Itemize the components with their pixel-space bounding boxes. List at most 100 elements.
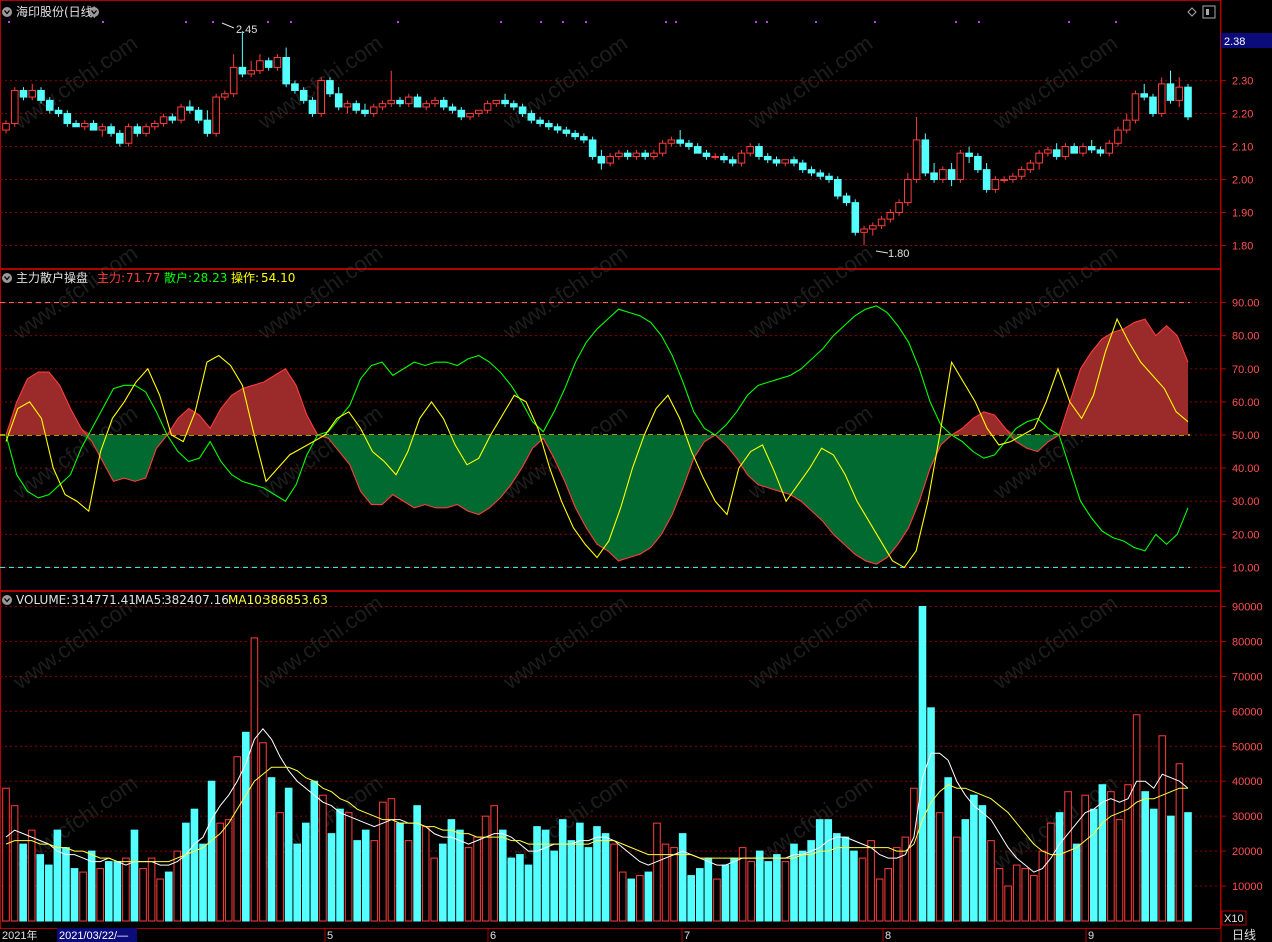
settings-dropdown-icon[interactable] bbox=[89, 7, 99, 17]
candle-body bbox=[1140, 93, 1149, 98]
x-month-9: 9 bbox=[1088, 930, 1094, 942]
candle-body bbox=[615, 152, 623, 157]
current-price: 2.38 bbox=[1224, 36, 1245, 48]
candle-body bbox=[142, 126, 150, 134]
volume-bar bbox=[156, 878, 164, 922]
candle-body bbox=[553, 126, 562, 131]
candle-body bbox=[107, 126, 115, 134]
indicator-y-tick-label: 50.00 bbox=[1232, 430, 1260, 442]
volume-bar bbox=[704, 857, 713, 922]
volume-y-tick-label: 30000 bbox=[1232, 811, 1263, 823]
candle-body bbox=[378, 103, 387, 108]
volume-bar bbox=[45, 864, 53, 922]
candle-body bbox=[299, 89, 308, 101]
zhuli-value: 71.77 bbox=[126, 271, 160, 285]
candle-body bbox=[177, 106, 185, 121]
candle-body bbox=[334, 93, 343, 108]
price-candles[interactable] bbox=[2, 21, 1192, 254]
candle-body bbox=[702, 152, 711, 157]
volume-bar bbox=[815, 819, 824, 922]
volume-bar bbox=[781, 861, 790, 922]
volume-bar bbox=[1004, 885, 1012, 922]
volume-bar bbox=[867, 840, 875, 922]
volume-bar bbox=[653, 822, 661, 922]
stock-title: 海印股份(日线) bbox=[16, 4, 97, 19]
volume-bar bbox=[593, 826, 601, 922]
candle-body bbox=[545, 122, 553, 128]
candle-body bbox=[1105, 142, 1114, 154]
candle-body bbox=[37, 89, 45, 101]
caozuo-value: 54.10 bbox=[261, 271, 295, 285]
event-dot bbox=[755, 21, 757, 23]
candle-body bbox=[264, 60, 273, 68]
candle-body bbox=[1000, 179, 1008, 182]
high-marker-arrow bbox=[221, 22, 235, 29]
maximize-icon[interactable] bbox=[1202, 5, 1216, 19]
volume-y-tick-label: 10000 bbox=[1232, 881, 1263, 893]
volume-bar bbox=[130, 829, 139, 922]
volume-y-tick-label: 40000 bbox=[1232, 776, 1263, 788]
volume-y-tick-label: 50000 bbox=[1232, 741, 1263, 753]
candle-body bbox=[404, 96, 413, 105]
event-dot bbox=[874, 21, 876, 23]
indicator-collapse-icon[interactable] bbox=[2, 273, 12, 283]
period-tab[interactable]: 日线 bbox=[1232, 928, 1256, 942]
volume-bar bbox=[1089, 808, 1098, 922]
event-dot bbox=[585, 21, 587, 23]
indicator-y-tick-label: 20.00 bbox=[1232, 529, 1260, 541]
candle-body bbox=[536, 119, 544, 124]
candle-body bbox=[658, 142, 667, 154]
candle-body bbox=[606, 155, 614, 164]
event-dot bbox=[1068, 21, 1070, 23]
event-dot bbox=[212, 21, 214, 23]
candle-body bbox=[256, 60, 264, 72]
candle-body bbox=[1096, 149, 1105, 154]
volume-bar bbox=[233, 756, 242, 922]
volume-bar bbox=[944, 777, 952, 922]
volume-bar bbox=[533, 826, 541, 922]
volume-bar bbox=[1012, 864, 1021, 922]
volume-bar bbox=[524, 864, 533, 922]
candle-body bbox=[728, 159, 737, 164]
volume-bar bbox=[379, 801, 387, 922]
candle-body bbox=[28, 89, 37, 98]
candle-body bbox=[501, 99, 509, 105]
candle-body bbox=[273, 56, 282, 68]
volume-bar bbox=[1115, 819, 1124, 922]
indicator-plot[interactable] bbox=[0, 301, 1190, 569]
candle-body bbox=[588, 139, 597, 157]
price-header: 海印股份(日线) bbox=[2, 4, 1216, 19]
event-dot bbox=[1115, 21, 1117, 23]
volume-bar bbox=[147, 857, 156, 922]
candle-body bbox=[1017, 169, 1026, 177]
candle-body bbox=[247, 70, 255, 75]
diamond-icon[interactable] bbox=[1187, 7, 1197, 17]
candle-body bbox=[737, 152, 746, 164]
volume-bar bbox=[1030, 875, 1038, 922]
ma10-label: MA10: bbox=[228, 593, 266, 607]
candle-body bbox=[387, 99, 396, 105]
candle-body bbox=[518, 106, 527, 115]
volume-bar bbox=[516, 854, 524, 922]
volume-bars[interactable] bbox=[2, 605, 1192, 922]
candle-body bbox=[1087, 146, 1096, 151]
volume-bar bbox=[284, 787, 293, 922]
volume-bar bbox=[27, 829, 36, 922]
candle-body bbox=[492, 99, 501, 105]
volume-y-tick-label: 80000 bbox=[1232, 636, 1263, 648]
candle-body bbox=[439, 99, 448, 108]
candle-body bbox=[326, 80, 334, 95]
volume-bar bbox=[430, 857, 439, 922]
volume-bar bbox=[404, 840, 413, 922]
volume-collapse-icon[interactable] bbox=[2, 595, 12, 605]
candle-body bbox=[947, 169, 956, 181]
candle-body bbox=[483, 103, 492, 111]
collapse-icon[interactable] bbox=[2, 7, 12, 17]
candle-body bbox=[1026, 162, 1035, 171]
event-dot bbox=[540, 21, 542, 23]
volume-bar bbox=[396, 822, 404, 922]
indicator-y-tick-label: 10.00 bbox=[1232, 562, 1260, 574]
volume-bar bbox=[558, 819, 567, 922]
volume-bar bbox=[267, 777, 276, 922]
